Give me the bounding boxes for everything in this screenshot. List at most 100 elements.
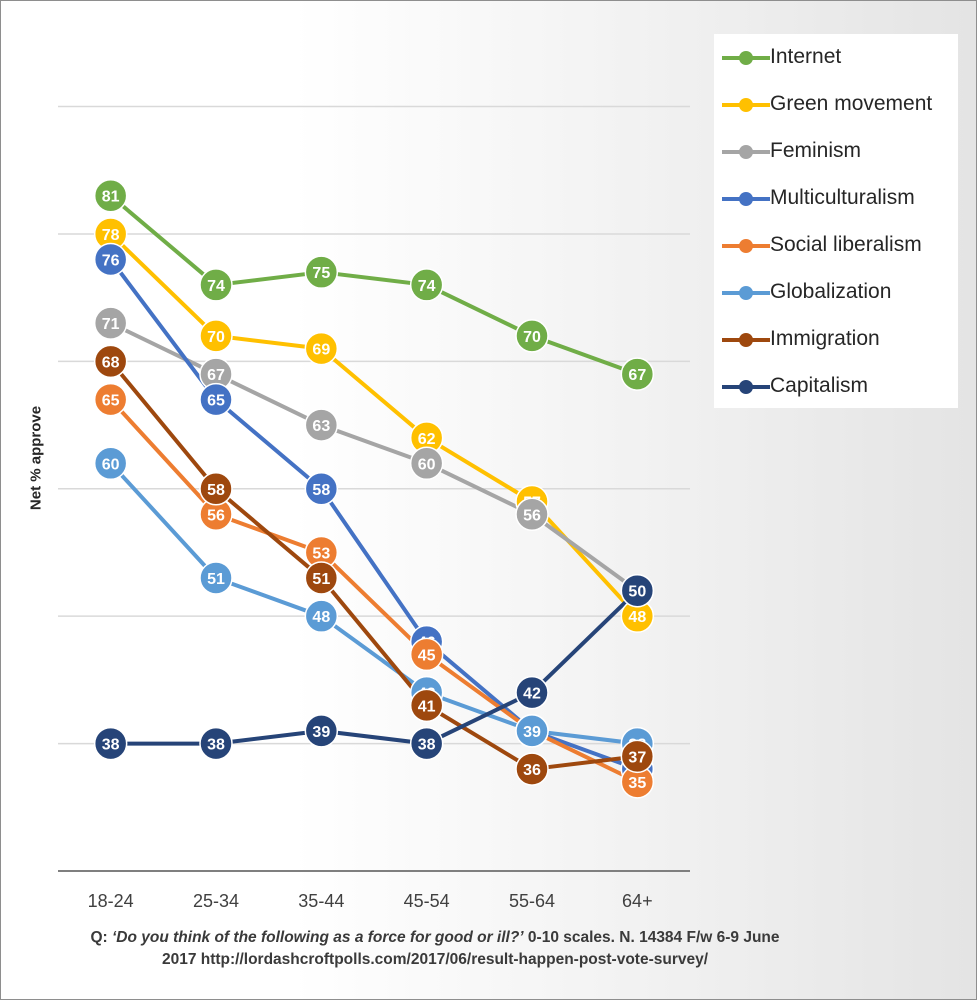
footnote-details: 0-10 scales. N. 14384 F/w 6-9 June <box>523 929 780 946</box>
data-label: 51 <box>207 571 225 588</box>
legend-item: Social liberalism <box>714 230 958 277</box>
data-point <box>409 637 444 672</box>
x-tick-label: 35-44 <box>298 891 344 911</box>
footnote-line-2: 2017 http://lordashcroftpolls.com/2017/0… <box>161 951 709 968</box>
data-point <box>93 306 128 340</box>
data-label: 74 <box>207 278 225 295</box>
series-line <box>109 461 638 746</box>
x-tick-label: 64+ <box>622 891 653 911</box>
data-label: 38 <box>418 737 436 754</box>
legend-item: Globalization <box>714 277 958 324</box>
data-point <box>199 561 233 595</box>
data-label: 42 <box>523 686 541 703</box>
legend-label: Social liberalism <box>770 233 922 256</box>
legend-item: Internet <box>714 42 958 89</box>
data-label: 69 <box>312 342 330 359</box>
data-label: 70 <box>523 329 541 346</box>
data-point <box>409 726 444 761</box>
legend-label: Green movement <box>770 92 933 115</box>
data-point <box>199 319 233 353</box>
data-point <box>620 357 655 391</box>
data-point <box>304 331 339 366</box>
data-label: 45 <box>418 647 436 664</box>
data-label: 70 <box>207 329 225 346</box>
data-label: 65 <box>207 393 225 410</box>
legend-swatch <box>722 98 770 112</box>
data-point <box>199 382 233 417</box>
legend-item: Capitalism <box>714 371 958 418</box>
x-tick-label: 25-34 <box>193 891 239 911</box>
data-label: 67 <box>628 367 646 384</box>
data-point <box>304 472 339 506</box>
footnote-q-label: Q: <box>90 929 108 946</box>
legend-swatch <box>722 51 770 65</box>
data-label: 38 <box>102 737 120 754</box>
legend-label: Immigration <box>770 327 880 350</box>
data-label: 35 <box>628 775 646 792</box>
x-axis: 18-24 25-34 35-44 45-54 55-64 64+ <box>88 891 653 911</box>
data-point <box>515 319 549 353</box>
x-tick-label: 18-24 <box>88 891 134 911</box>
series-line <box>109 258 639 771</box>
series-line <box>109 398 639 784</box>
data-point <box>409 446 444 481</box>
data-label: 56 <box>207 507 225 524</box>
data-point <box>409 268 444 302</box>
legend-swatch <box>722 145 770 159</box>
data-label: 75 <box>312 265 330 282</box>
data-point <box>304 561 339 595</box>
series-line <box>109 232 639 618</box>
data-label: 65 <box>102 393 120 410</box>
series-line <box>109 360 638 772</box>
data-point <box>304 255 339 289</box>
data-point <box>515 675 549 710</box>
data-label: 39 <box>312 724 330 741</box>
data-label: 39 <box>523 724 541 741</box>
legend-swatch <box>722 380 770 394</box>
data-label: 76 <box>102 252 120 269</box>
data-label: 60 <box>102 456 120 473</box>
data-label: 48 <box>312 609 330 626</box>
data-point <box>620 739 655 774</box>
data-point <box>93 726 128 761</box>
data-point <box>304 599 339 633</box>
data-label: 78 <box>102 227 120 244</box>
data-point <box>409 688 444 723</box>
legend-item: Feminism <box>714 136 958 183</box>
data-point <box>304 408 339 442</box>
data-label: 60 <box>418 456 436 473</box>
data-point <box>93 242 128 277</box>
data-label: 41 <box>418 698 436 715</box>
series-line <box>109 321 639 593</box>
data-label: 38 <box>207 737 225 754</box>
data-point <box>515 497 549 532</box>
data-point <box>93 344 128 379</box>
data-point <box>515 714 549 748</box>
legend-item: Green movement <box>714 89 958 136</box>
legend-swatch <box>722 286 770 300</box>
data-label: 68 <box>102 354 120 371</box>
data-label: 53 <box>312 545 330 562</box>
data-label: 58 <box>207 482 225 499</box>
data-label: 58 <box>312 482 330 499</box>
legend-swatch <box>722 333 770 347</box>
legend-label: Globalization <box>770 280 892 303</box>
legend-label: Multiculturalism <box>770 186 915 209</box>
data-point <box>93 446 128 481</box>
data-label: 63 <box>312 418 330 435</box>
data-point <box>199 472 233 506</box>
data-label: 36 <box>523 762 541 779</box>
x-tick-label: 45-54 <box>404 891 450 911</box>
legend-item: Multiculturalism <box>714 183 958 230</box>
legend-label: Feminism <box>770 139 862 162</box>
legend-label: Internet <box>770 45 842 68</box>
data-label: 67 <box>207 367 225 384</box>
gridlines <box>58 105 690 872</box>
data-label: 74 <box>418 278 436 295</box>
series-line <box>110 589 639 746</box>
data-label: 81 <box>102 189 120 206</box>
data-point <box>620 573 655 608</box>
legend-swatch <box>722 239 770 253</box>
data-point <box>199 268 233 302</box>
